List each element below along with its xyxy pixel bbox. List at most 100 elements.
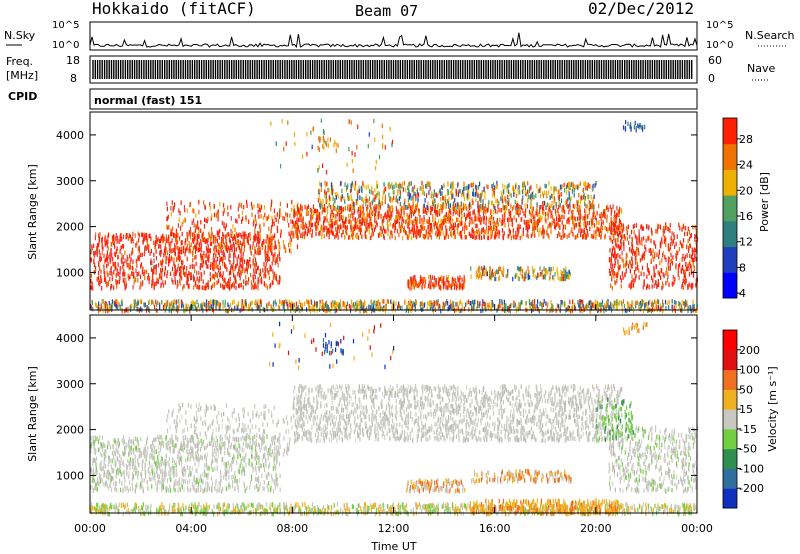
heatmap-cell [335,227,337,232]
heatmap-cell [643,282,645,287]
heatmap-cell [95,232,97,237]
heatmap-cell [233,236,235,241]
heatmap-cell [154,304,156,310]
heatmap-cell [277,263,279,268]
heatmap-cell [573,204,575,210]
heatmap-cell [471,198,473,203]
heatmap-cell [95,303,97,308]
heatmap-cell [246,261,248,267]
heatmap-cell [195,213,197,218]
heatmap-cell [260,214,262,219]
heatmap-cell [265,266,267,271]
heatmap-cell [518,229,520,235]
heatmap-cell [412,206,414,211]
heatmap-cell [469,205,471,210]
heatmap-cell [540,231,542,236]
heatmap-cell [357,305,359,310]
heatmap-cell [609,235,611,241]
heatmap-cell [563,182,565,188]
heatmap-cell [658,282,660,288]
heatmap-cell [164,246,166,251]
heatmap-cell [641,265,644,271]
heatmap-cell [121,236,123,242]
heatmap-cell [511,222,513,227]
heatmap-cell [235,218,237,223]
heatmap-cell [539,227,541,232]
heatmap-cell [230,245,232,251]
heatmap-cell [289,213,291,218]
heatmap-cell [690,233,692,238]
heatmap-cell [526,204,528,209]
heatmap-cell [251,283,253,289]
heatmap-cell [269,239,271,244]
heatmap-cell [257,265,259,271]
heatmap-cell [132,284,134,290]
heatmap-cell [504,308,506,313]
heatmap-cell [96,246,98,252]
heatmap-cell [257,279,259,284]
heatmap-cell [471,227,473,232]
heatmap-cell [675,241,677,247]
heatmap-cell [527,219,529,225]
heatmap-cell [437,202,439,208]
heatmap-cell [600,211,602,217]
heatmap-cell [584,213,586,219]
heatmap-cell [296,229,298,234]
heatmap-cell [359,225,361,230]
heatmap-cell [515,184,517,190]
heatmap-cell [625,262,627,267]
heatmap-cell [638,268,640,273]
heatmap-cell [558,194,560,200]
heatmap-cell [234,253,236,258]
heatmap-cell [548,202,550,208]
heatmap-cell [354,184,356,189]
heatmap-cell [106,270,108,276]
heatmap-cell [302,303,304,308]
heatmap-cell [229,259,231,265]
heatmap-cell [163,236,165,242]
heatmap-cell [560,198,563,204]
heatmap-cell [532,190,534,196]
heatmap-cell [254,274,256,280]
heatmap-cell [586,185,588,191]
heatmap-cell [178,253,180,259]
heatmap-cell [621,300,623,306]
heatmap-cell [536,202,538,207]
heatmap-cell [569,299,571,305]
heatmap-cell [530,308,533,313]
heatmap-cell [635,303,637,309]
heatmap-cell [438,235,440,240]
heatmap-cell [563,205,565,211]
heatmap-cell [385,214,387,219]
heatmap-cell [567,204,569,209]
heatmap-cell [672,255,674,260]
heatmap-cell [105,240,107,246]
heatmap-cell [465,205,467,210]
heatmap-cell [683,256,685,262]
heatmap-cell [550,213,552,219]
heatmap-cell [274,260,276,266]
heatmap-cell [216,238,218,244]
heatmap-cell [315,231,317,237]
heatmap-cell [350,194,352,199]
heatmap-cell [137,278,139,283]
heatmap-cell [546,211,548,216]
heatmap-cell [692,270,695,276]
heatmap-cell [606,205,608,211]
heatmap-cell [171,231,173,236]
heatmap-cell [319,211,321,217]
heatmap-cell [592,183,594,189]
heatmap-cell [630,285,632,290]
heatmap-cell [572,220,575,226]
heatmap-cell [490,235,492,240]
heatmap-cell [413,218,415,224]
heatmap-cell [158,244,160,249]
heatmap-cell [349,204,351,209]
heatmap-cell [527,234,529,239]
heatmap-cell [460,216,462,222]
heatmap-cell [617,225,619,230]
heatmap-cell [440,204,442,209]
heatmap-cell [635,256,637,262]
heatmap-cell [357,235,360,240]
heatmap-cell [606,226,608,232]
